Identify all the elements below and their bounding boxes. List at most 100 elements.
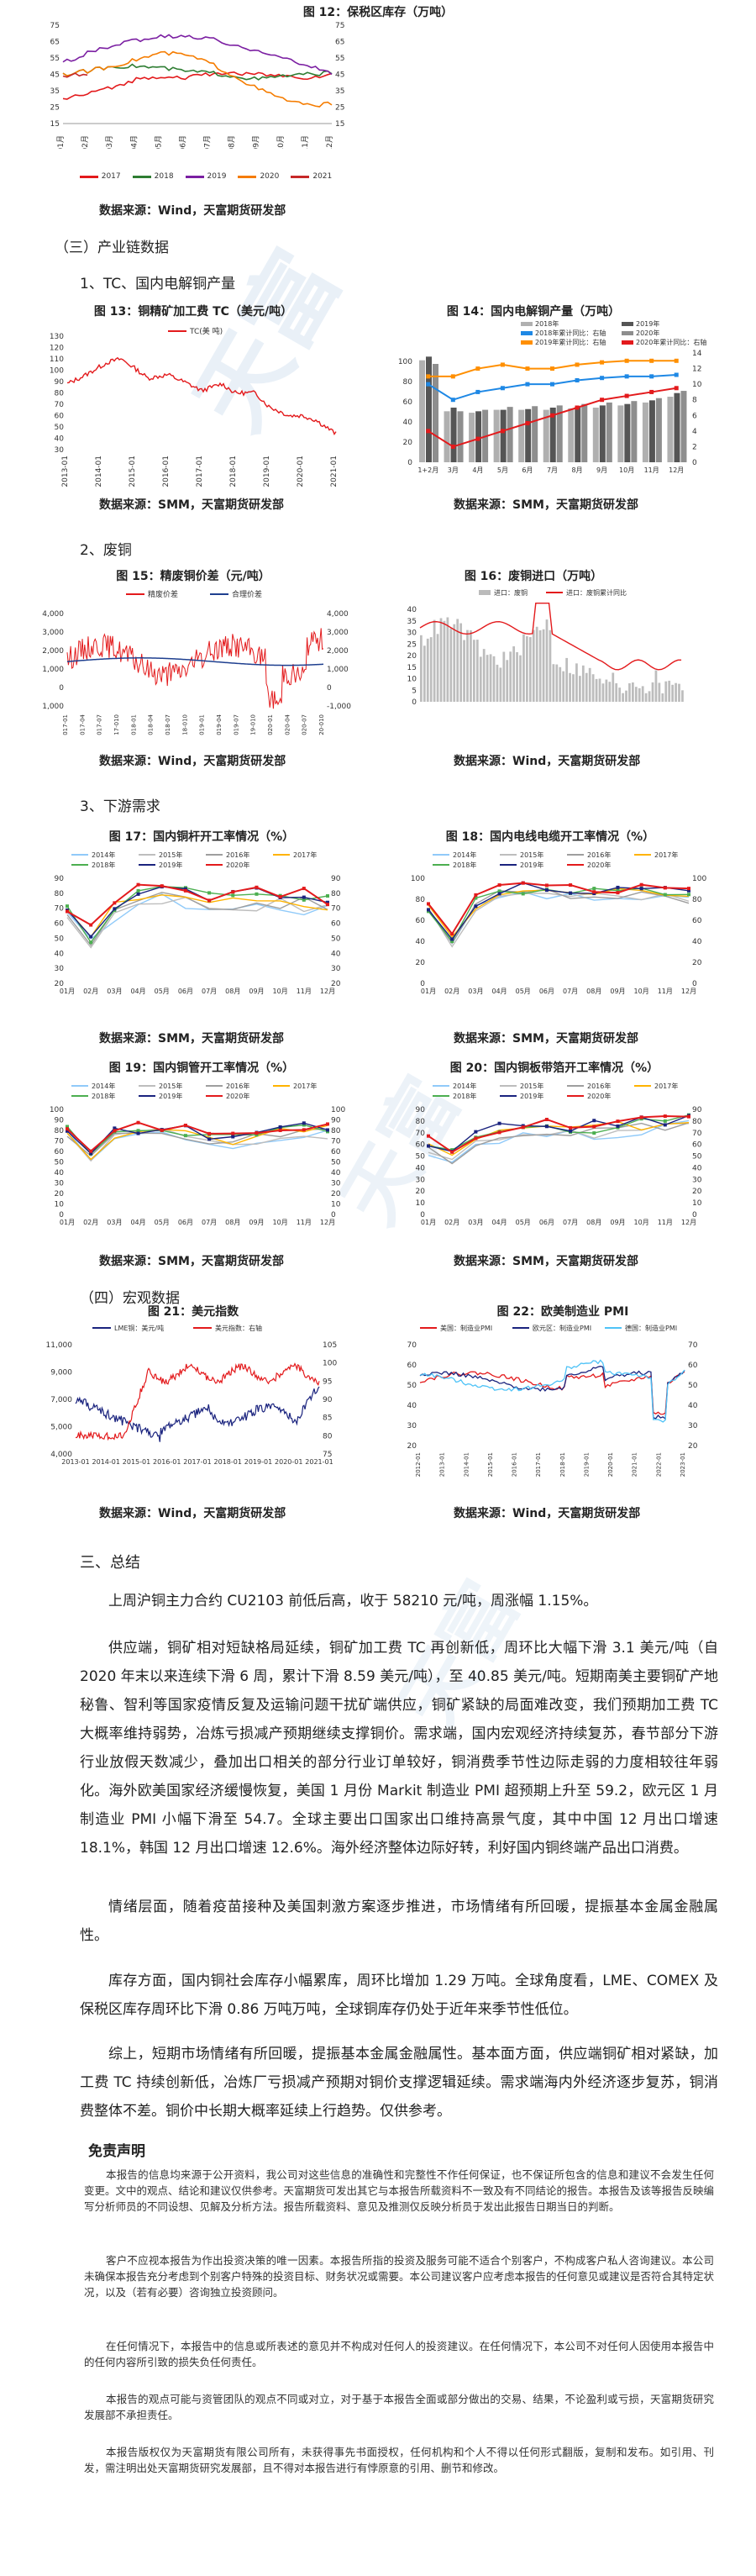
- marker: [66, 909, 69, 914]
- tick-label: 08月: [586, 988, 601, 995]
- marker: [183, 888, 187, 893]
- marker: [616, 891, 620, 895]
- fig13-title: 图 13：铜精矿加工费 TC（美元/吨）: [93, 305, 293, 319]
- tick-label: 10月: [634, 1219, 649, 1226]
- marker: [255, 892, 259, 896]
- tick-label: 01月: [421, 1219, 436, 1226]
- tick-label: 40: [55, 435, 65, 444]
- marker: [231, 893, 235, 898]
- tick-label: 4,000: [50, 1451, 72, 1459]
- marker: [550, 382, 554, 387]
- tick-label: 2018-04: [148, 714, 155, 735]
- bar: [436, 634, 439, 702]
- bar: [648, 400, 655, 462]
- tick-label: 4: [692, 428, 697, 436]
- sub-heading: 2、废铜: [80, 542, 132, 559]
- marker: [302, 1123, 306, 1127]
- bar: [446, 617, 449, 702]
- tick-label: 2018-07: [165, 714, 171, 735]
- summary-paragraph: 综上，短期市场情绪有所回暖，提振基本金属金融属性。基本面方面，供应端铜矿相对紧缺…: [80, 2046, 718, 2120]
- tick-label: 12月: [320, 1219, 335, 1226]
- marker: [663, 1123, 667, 1127]
- series-line: [62, 34, 333, 76]
- tick-label: 2016年: [226, 1082, 249, 1090]
- marker: [525, 421, 530, 426]
- bar: [500, 409, 507, 462]
- legend-item: 2018: [132, 172, 174, 181]
- tick-label: 2014-01: [95, 456, 103, 487]
- tick-label: 50: [331, 935, 341, 943]
- fig18-title: 图 18：国内电线电缆开工率情况（%）: [445, 830, 655, 844]
- marker: [89, 1151, 93, 1156]
- tick-label: 4,000: [327, 610, 349, 619]
- marker: [113, 901, 117, 905]
- tick-label: 2015-01: [123, 1458, 150, 1466]
- tick-label: 05月: [155, 988, 170, 995]
- tick-label: 合理价差: [232, 589, 262, 599]
- tick-label: 100: [411, 875, 425, 883]
- marker: [160, 884, 164, 888]
- tick-label: 0: [420, 980, 425, 988]
- marker: [600, 360, 605, 365]
- tick-label: 15: [50, 120, 60, 129]
- tick-label: 2019-01: [244, 1458, 272, 1466]
- bar: [668, 680, 671, 702]
- series-line: [66, 1127, 328, 1162]
- bar: [618, 687, 622, 702]
- marker: [521, 1125, 525, 1130]
- tick-label: 0: [327, 684, 332, 693]
- bar: [519, 655, 522, 702]
- tick-label: 03月: [468, 1219, 483, 1226]
- fig12-chart: 75 65 55 45 35 25 15 75 65 55 45 35 25 15 01月 02月 03月 04月…: [42, 18, 353, 152]
- tick-label: 2020-01: [275, 1458, 302, 1466]
- bar: [625, 690, 627, 702]
- fig13-source: 数据来源：SMM，天富期货研发部: [99, 498, 284, 512]
- marker: [497, 883, 501, 888]
- marker: [255, 885, 259, 889]
- tick-label: 90: [331, 1117, 341, 1125]
- tick-label: 06月: [539, 988, 554, 995]
- summary-paragraph: 库存方面，国内铜社会库存小幅累库，周环比增加 1.29 万吨。全球角度看，LME…: [80, 1973, 718, 2018]
- tick-label: 05月: [154, 135, 163, 149]
- bar: [612, 672, 615, 702]
- tick-label: 10月: [273, 1219, 288, 1226]
- marker: [497, 889, 501, 893]
- marker: [302, 1128, 306, 1132]
- marker: [521, 881, 525, 885]
- tick-label: 0: [692, 459, 697, 467]
- tick-label: 60: [403, 398, 413, 407]
- fig19-chart: 2014年 2015年 2016年 2017年 2018年 2019年 2020年 100 90…: [42, 1076, 353, 1244]
- series-line: [66, 885, 328, 944]
- tick-label: 90: [416, 1106, 426, 1114]
- tick-label: 11月: [301, 135, 310, 149]
- bar: [463, 640, 465, 702]
- marker: [136, 882, 140, 887]
- tick-label: 09月: [249, 1219, 264, 1226]
- marker: [674, 372, 679, 377]
- marker: [497, 1130, 501, 1135]
- bar: [661, 693, 664, 702]
- bar: [585, 672, 588, 702]
- legend-item: 2017: [79, 172, 121, 181]
- fig18-source: 数据来源：SMM，天富期货研发部: [454, 1032, 638, 1046]
- tick-label: 10: [692, 381, 702, 389]
- tick-label: 100: [398, 358, 412, 366]
- tick-label: 2014年: [453, 851, 476, 859]
- marker: [575, 378, 580, 382]
- fig16-source: 数据来源：Wind，天富期货研发部: [454, 755, 641, 768]
- fig14-chart: 2018年 2019年 2018年累计同比：右轴 2020年 2019年累计同比：右轴 2…: [395, 319, 722, 487]
- summary-paragraph: 情绪层面，随着疫苗接种及美国刺激方案逐步推进，市场情绪有所回暖，提振基本金属金融…: [80, 1899, 718, 1944]
- bar: [542, 629, 545, 702]
- tick-label: 5: [412, 687, 417, 695]
- tick-label: 8月: [571, 466, 582, 474]
- marker: [66, 1125, 69, 1129]
- marker: [616, 1119, 620, 1124]
- series-line: [428, 882, 690, 935]
- tick-label: 35: [407, 618, 417, 626]
- tick-label: 50: [688, 1382, 698, 1390]
- tick-label: 08月: [225, 1219, 240, 1226]
- tick-label: 60: [416, 1141, 426, 1150]
- tick-label: 2021-01: [305, 1458, 333, 1466]
- sub-heading: 1、TC、国内电解铜产量: [80, 276, 236, 292]
- marker: [497, 892, 501, 896]
